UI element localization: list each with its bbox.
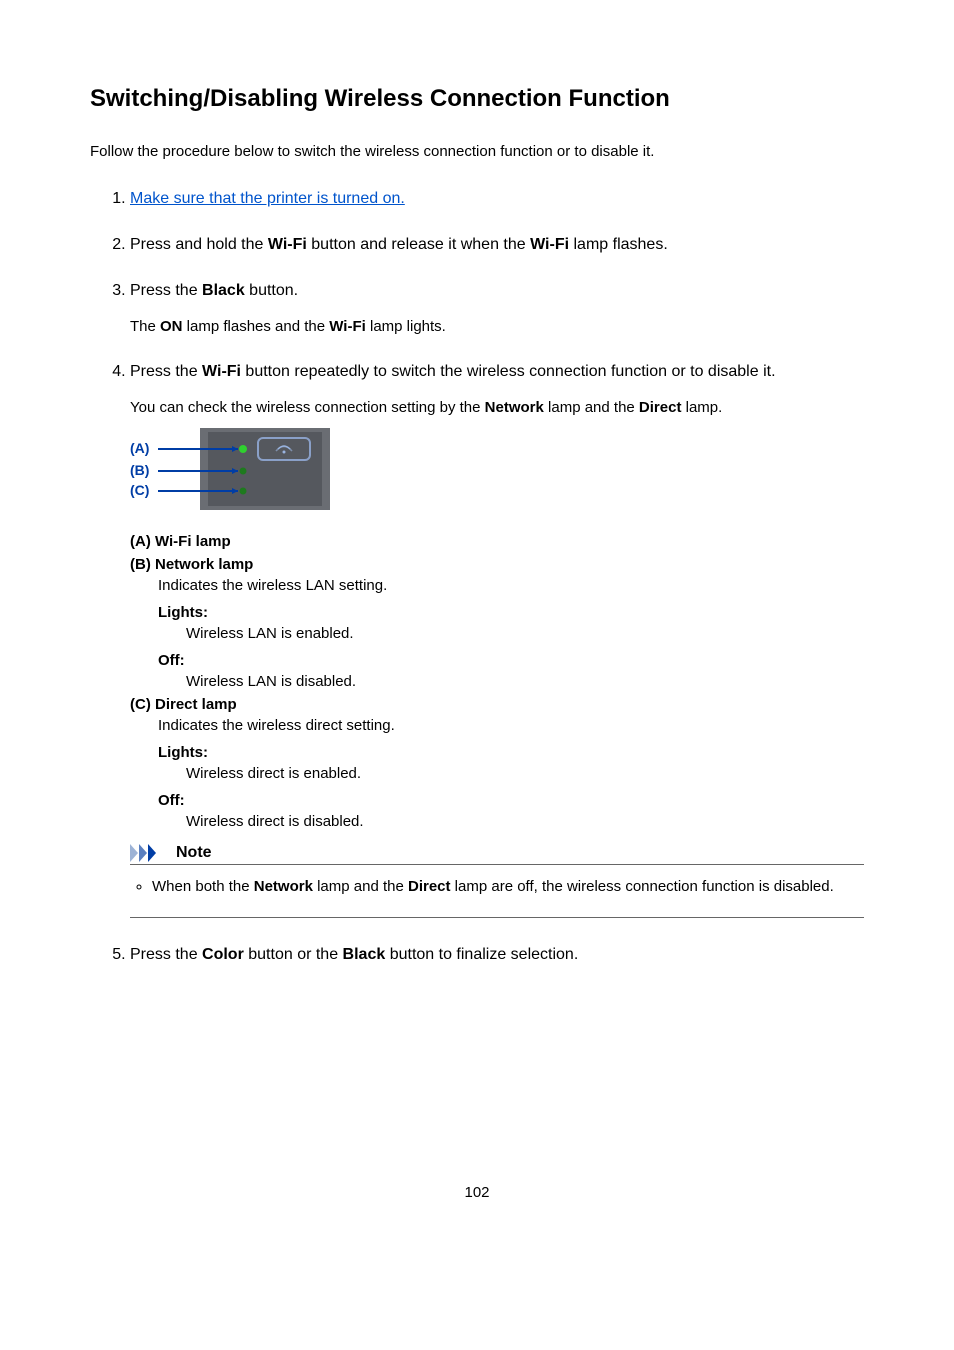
lamp-b-off-d: Wireless LAN is disabled. (186, 673, 864, 690)
step-list: Make sure that the printer is turned on.… (90, 190, 864, 964)
step4-sub-pre: You can check the wireless connection se… (130, 399, 485, 416)
step-5: Press the Color button or the Black butt… (130, 946, 864, 964)
page-title: Switching/Disabling Wireless Connection … (90, 85, 864, 113)
intro-text: Follow the procedure below to switch the… (90, 143, 864, 160)
step3-sub-b1: ON (160, 318, 183, 335)
step3-pre: Press the (130, 282, 202, 299)
printer-panel-figure: (A) (B) (C) (130, 428, 864, 515)
page-number: 102 (90, 1184, 864, 1201)
step4-sub-mid: lamp and the (544, 399, 639, 416)
step-1: Make sure that the printer is turned on. (130, 190, 864, 208)
step3-sub-pre: The (130, 318, 160, 335)
lamp-c-off-d: Wireless direct is disabled. (186, 813, 864, 830)
step4-pre: Press the (130, 363, 202, 380)
step-3: Press the Black button. The ON lamp flas… (130, 282, 864, 335)
step4-sub-b1: Network (485, 399, 544, 416)
step4-sub-post: lamp. (681, 399, 722, 416)
lamp-c-desc: Indicates the wireless direct setting. (158, 717, 864, 734)
lamp-c-lights-h: Lights: (158, 744, 864, 761)
lamp-b-lights-h: Lights: (158, 604, 864, 621)
note-title: Note (176, 844, 212, 862)
led-b (240, 468, 247, 475)
step4-sub-b2: Direct (639, 399, 682, 416)
step3-sub-b2: Wi-Fi (329, 318, 366, 335)
led-a (239, 445, 247, 453)
lamp-c-off-h: Off: (158, 792, 864, 809)
note-item: When both the Network lamp and the Direc… (152, 875, 864, 899)
panel-inner (208, 432, 322, 506)
step-4: Press the Wi-Fi button repeatedly to swi… (130, 363, 864, 918)
led-c (240, 488, 247, 495)
step3-b1: Black (202, 282, 245, 299)
note-pre: When both the (152, 878, 254, 895)
lamp-b-lights-d: Wireless LAN is enabled. (186, 625, 864, 642)
step2-post: lamp flashes. (569, 236, 668, 253)
step5-b2: Black (343, 946, 386, 963)
step2-pre: Press and hold the (130, 236, 268, 253)
panel-label-b: (B) (130, 462, 149, 478)
step2-b2: Wi-Fi (530, 236, 569, 253)
step3-post: button. (245, 282, 298, 299)
step3-sub-post: lamp lights. (366, 318, 446, 335)
lamp-b-label: (B) Network lamp (130, 556, 864, 573)
step5-b1: Color (202, 946, 244, 963)
note-b1: Network (254, 878, 313, 895)
step4-post: button repeatedly to switch the wireless… (241, 363, 776, 380)
power-on-link[interactable]: Make sure that the printer is turned on. (130, 190, 405, 207)
step-2: Press and hold the Wi-Fi button and rele… (130, 236, 864, 254)
step5-mid: button or the (244, 946, 343, 963)
step4-b1: Wi-Fi (202, 363, 241, 380)
step3-sub-mid: lamp flashes and the (183, 318, 330, 335)
note-head: Note (130, 844, 864, 865)
note-chevron-icon (130, 844, 170, 862)
note-body: When both the Network lamp and the Direc… (130, 875, 864, 918)
page-container: Switching/Disabling Wireless Connection … (0, 0, 954, 1350)
step5-pre: Press the (130, 946, 202, 963)
lamp-b-desc: Indicates the wireless LAN setting. (158, 577, 864, 594)
note-mid: lamp and the (313, 878, 408, 895)
step2-mid: button and release it when the (307, 236, 530, 253)
lamp-b-off-h: Off: (158, 652, 864, 669)
lamp-a-label: (A) Wi-Fi lamp (130, 533, 864, 550)
step2-b1: Wi-Fi (268, 236, 307, 253)
lamp-c-label: (C) Direct lamp (130, 696, 864, 713)
panel-label-c: (C) (130, 482, 149, 498)
lamp-definitions: (A) Wi-Fi lamp (B) Network lamp Indicate… (130, 533, 864, 830)
step5-post: button to finalize selection. (385, 946, 578, 963)
note-b2: Direct (408, 878, 451, 895)
note-post: lamp are off, the wireless connection fu… (451, 878, 834, 895)
note-box: Note When both the Network lamp and the … (130, 844, 864, 918)
lamp-c-lights-d: Wireless direct is enabled. (186, 765, 864, 782)
panel-svg: (A) (B) (C) (130, 428, 330, 510)
panel-label-a: (A) (130, 440, 149, 456)
